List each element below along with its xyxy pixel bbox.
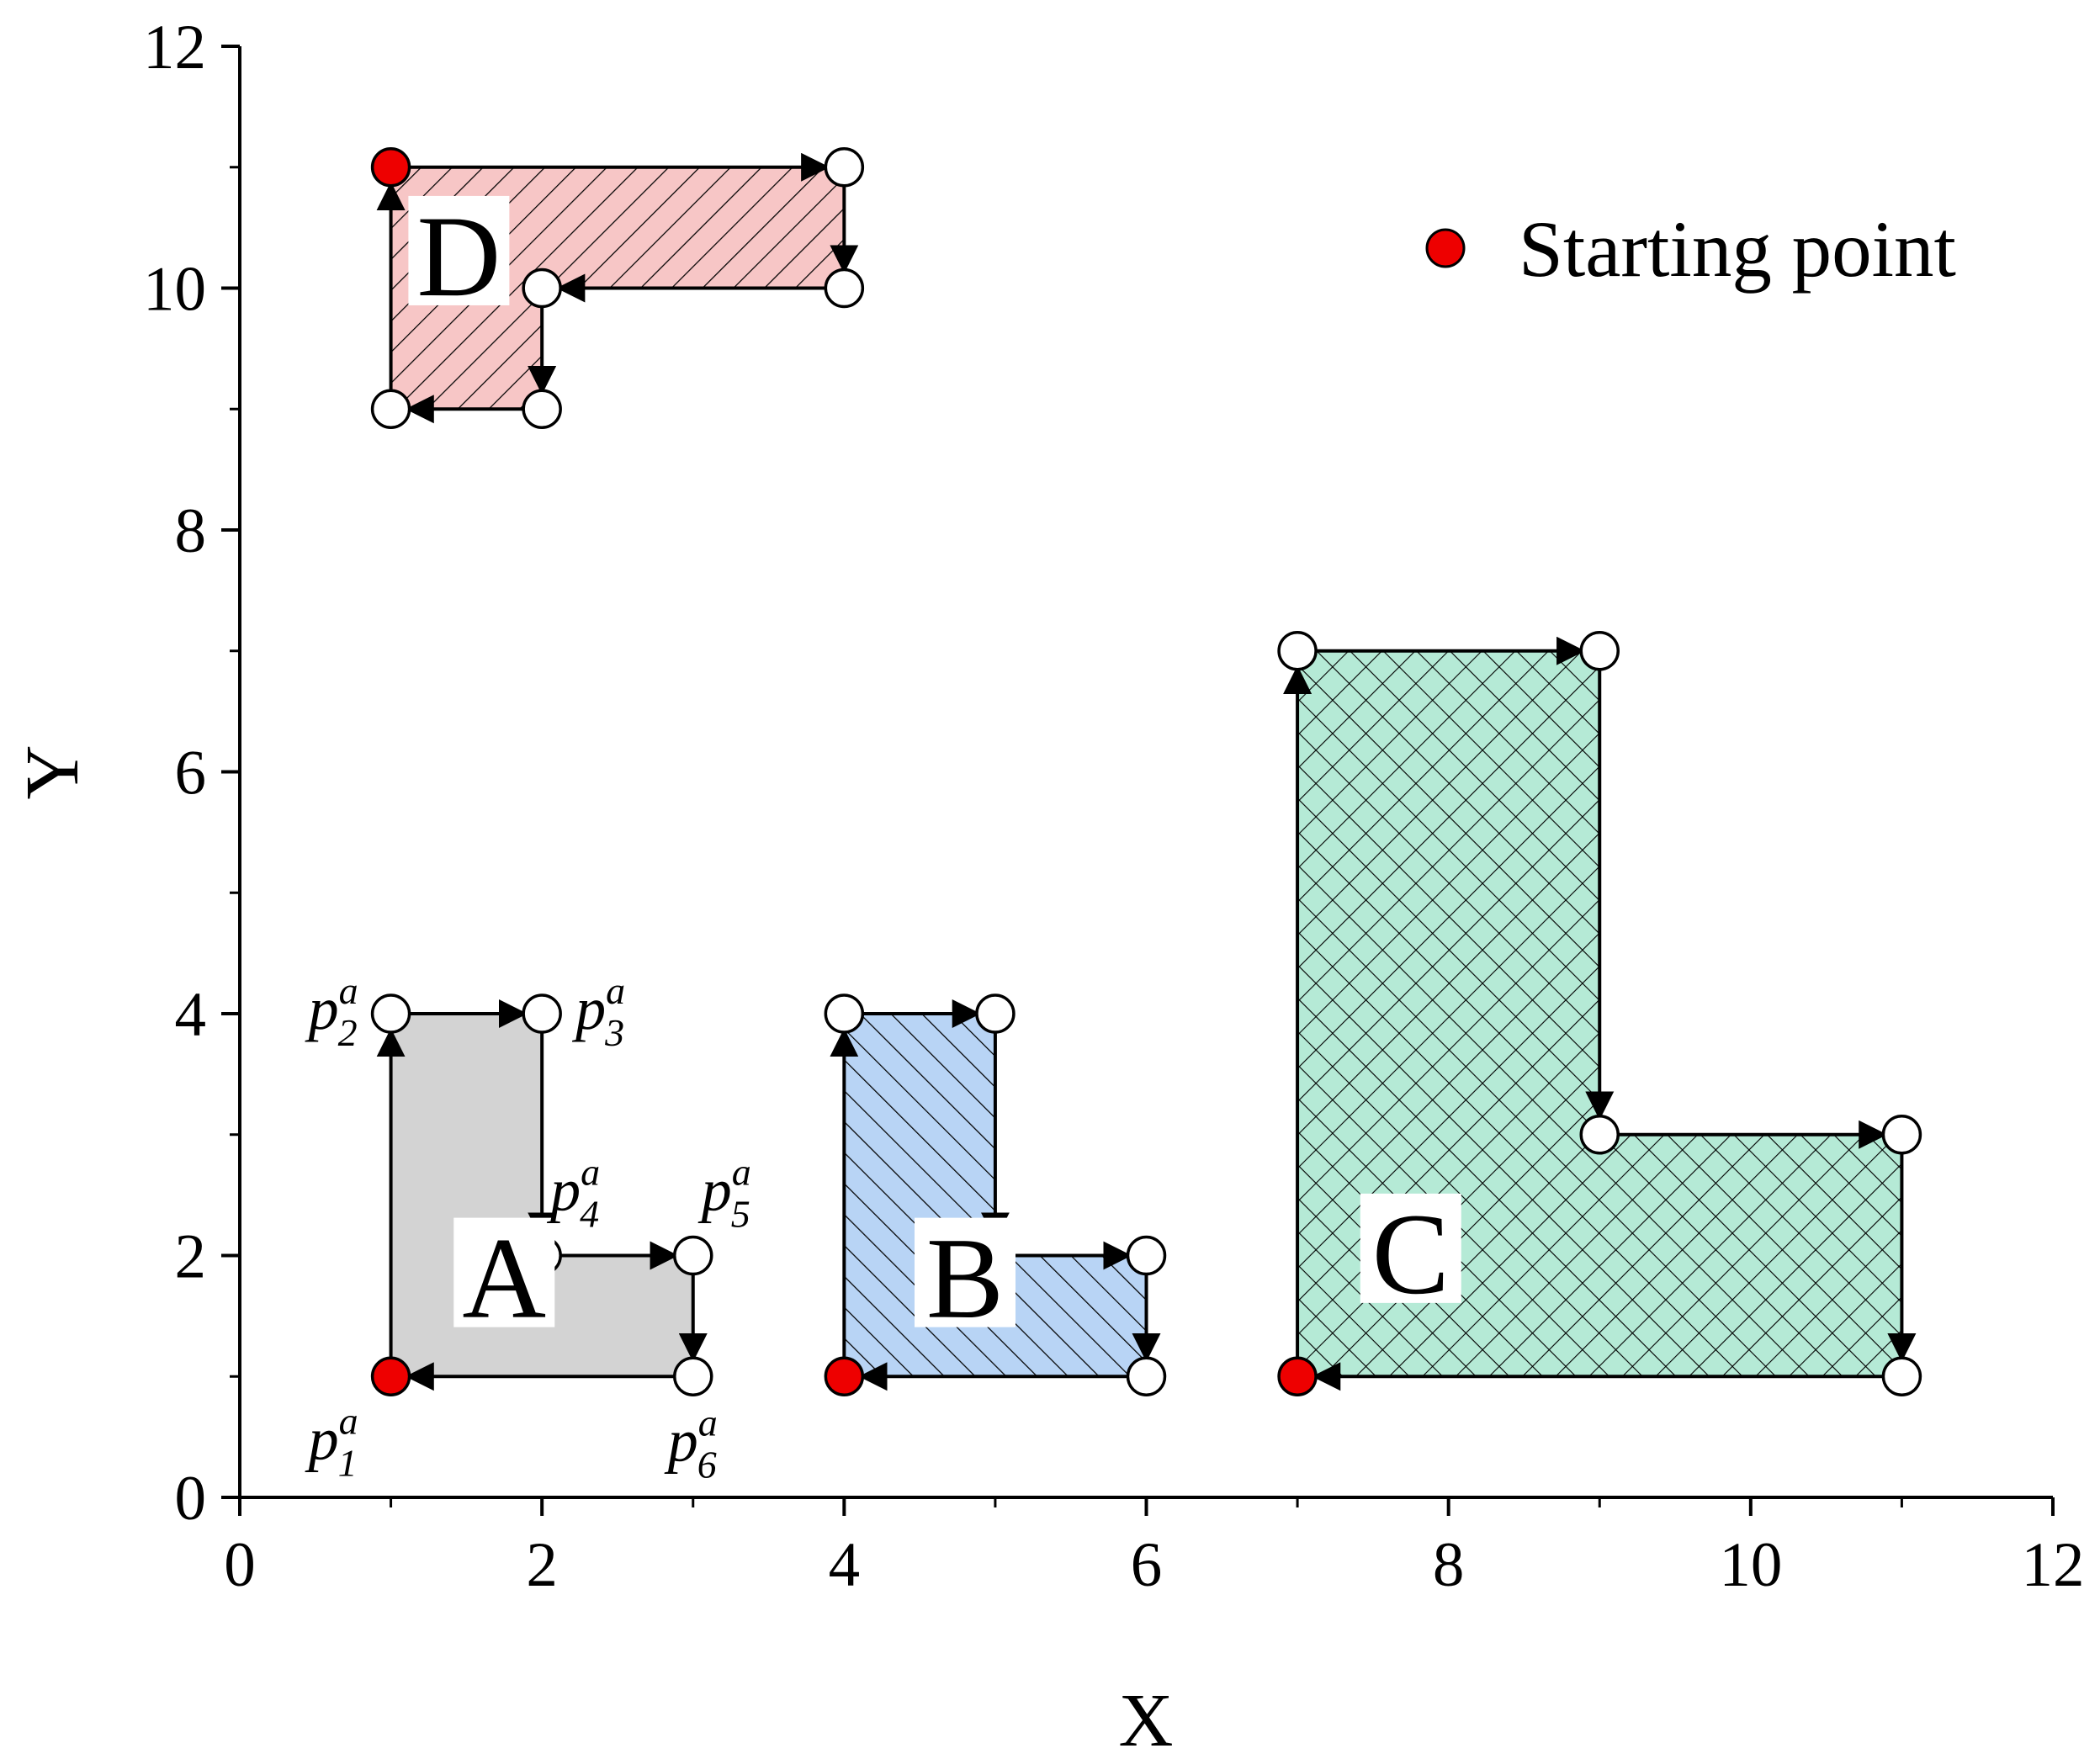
polygon-c-vertex-6 bbox=[1881, 1356, 1922, 1396]
polygon-a-vertex-label-3: pa 3 bbox=[571, 969, 625, 1054]
y-tick-label-2: 2 bbox=[175, 1222, 207, 1292]
x-axis-title: X bbox=[1119, 1679, 1174, 1759]
legend: Starting point bbox=[1425, 204, 1956, 294]
polygon-b-label-box bbox=[915, 1217, 1016, 1327]
polygon-a-vertex-2 bbox=[370, 993, 411, 1034]
x-tick-label-8: 8 bbox=[1433, 1530, 1465, 1600]
polygon-b-starting-point bbox=[824, 1356, 865, 1396]
polygon-a-vertex-6 bbox=[673, 1356, 713, 1396]
polygon-d-vertex-2 bbox=[824, 147, 865, 188]
polygon-a-vertex-5 bbox=[673, 1235, 713, 1276]
polygon-b-label: B bbox=[926, 1214, 1004, 1343]
y-tick-label-6: 6 bbox=[175, 739, 207, 808]
polygon-c-vertex-3 bbox=[1579, 631, 1620, 671]
polygon-a-starting-point bbox=[370, 1356, 411, 1396]
y-tick-label-8: 8 bbox=[175, 496, 207, 566]
polygon-c-vertex-2 bbox=[1277, 631, 1318, 671]
polygon-c-label: C bbox=[1372, 1189, 1450, 1318]
legend-marker bbox=[1425, 228, 1466, 268]
polygon-c-starting-point bbox=[1277, 1356, 1318, 1396]
ticks: 0 2 4 6 8 10 12 0 2 4 6 8 10 12 bbox=[143, 13, 2085, 1600]
polygon-d-vertex-5 bbox=[522, 389, 562, 429]
polygon-d-label-box bbox=[408, 195, 510, 305]
legend-label: Starting point bbox=[1519, 204, 1956, 294]
polygon-d-label: D bbox=[417, 192, 501, 321]
vertex-labels-layer: pa 1 pa 2 pa 3 pa 4 pa 5 pa 6 bbox=[305, 969, 751, 1486]
polygon-b-vertex-6 bbox=[1126, 1356, 1167, 1396]
polygon-d-vertex-3 bbox=[824, 268, 865, 309]
x-tick-label-0: 0 bbox=[224, 1530, 256, 1600]
polygon-c-label-box bbox=[1360, 1193, 1461, 1303]
x-tick-label-4: 4 bbox=[829, 1530, 861, 1600]
polygon-b-vertex-5 bbox=[1126, 1235, 1167, 1276]
y-tick-label-4: 4 bbox=[175, 980, 207, 1050]
polygon-d-vertex-6 bbox=[370, 389, 411, 429]
y-tick-label-0: 0 bbox=[175, 1464, 207, 1534]
x-tick-label-12: 12 bbox=[2022, 1530, 2085, 1600]
y-tick-label-12: 12 bbox=[143, 13, 206, 82]
edge-arrows-layer bbox=[376, 152, 1917, 1391]
polygon-d-starting-point bbox=[370, 147, 411, 188]
vertices-layer bbox=[370, 147, 1922, 1396]
polygon-a-vertex-label-2: pa 2 bbox=[305, 969, 358, 1054]
y-tick-label-10: 10 bbox=[143, 255, 206, 325]
y-axis-title: Y bbox=[11, 745, 94, 800]
polygon-a-label-box bbox=[453, 1217, 555, 1327]
polygon-a-vertex-label-4: pa 4 bbox=[546, 1151, 600, 1236]
polygon-d-vertex-4 bbox=[522, 268, 562, 309]
polygon-a-vertex-label-5: pa 5 bbox=[697, 1151, 751, 1236]
polygons-layer bbox=[390, 167, 1902, 1377]
x-tick-label-10: 10 bbox=[1719, 1530, 1782, 1600]
polygon-c-vertex-5 bbox=[1881, 1115, 1922, 1155]
polygon-a-vertex-label-1: pa 1 bbox=[305, 1399, 358, 1484]
polygon-labels-layer: A B C D bbox=[408, 192, 1461, 1343]
polygon-a-vertex-3 bbox=[522, 993, 562, 1034]
polygon-a-label: A bbox=[462, 1214, 546, 1343]
polygon-b-vertex-3 bbox=[975, 993, 1016, 1034]
polygon-a-vertex-label-6: pa 6 bbox=[664, 1401, 718, 1486]
polygon-b-vertex-2 bbox=[824, 993, 865, 1034]
x-tick-label-2: 2 bbox=[526, 1530, 558, 1600]
x-tick-label-6: 6 bbox=[1131, 1530, 1163, 1600]
polygon-c-vertex-4 bbox=[1579, 1115, 1620, 1155]
